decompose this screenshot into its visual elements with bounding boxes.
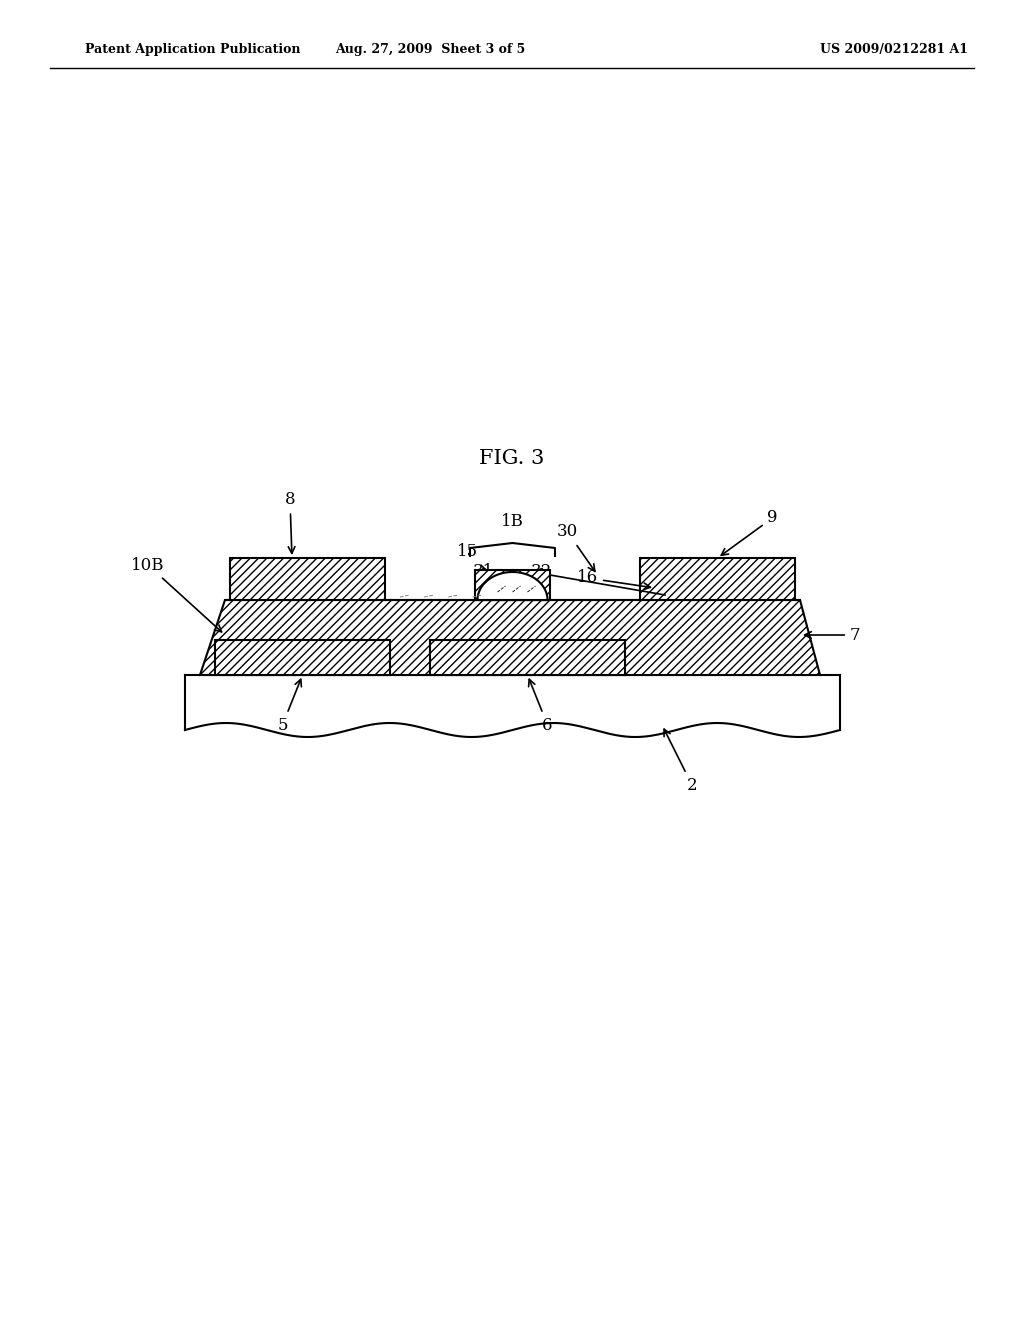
Text: 32: 32 [530,564,552,579]
Text: 30: 30 [557,524,595,572]
Text: Aug. 27, 2009  Sheet 3 of 5: Aug. 27, 2009 Sheet 3 of 5 [335,44,525,57]
Bar [430,640,625,675]
Bar [475,570,512,601]
Bar [215,640,390,675]
Text: US 2009/0212281 A1: US 2009/0212281 A1 [820,44,968,57]
Bar [512,570,550,601]
Text: 7: 7 [805,627,860,644]
Text: 15: 15 [457,544,499,582]
Text: FIG. 3: FIG. 3 [479,449,545,469]
Bar [640,558,795,601]
Text: 16: 16 [577,569,650,590]
Bar [230,558,385,601]
Text: 1B: 1B [501,513,524,531]
Text: 9: 9 [721,510,778,556]
Text: 6: 6 [528,680,553,734]
Text: 8: 8 [285,491,295,553]
Text: 10B: 10B [131,557,221,632]
Text: Patent Application Publication: Patent Application Publication [85,44,300,57]
Text: 31: 31 [473,564,495,579]
Text: 2: 2 [665,729,697,793]
Polygon shape [200,601,820,675]
Polygon shape [477,572,548,601]
Text: 5: 5 [278,680,301,734]
